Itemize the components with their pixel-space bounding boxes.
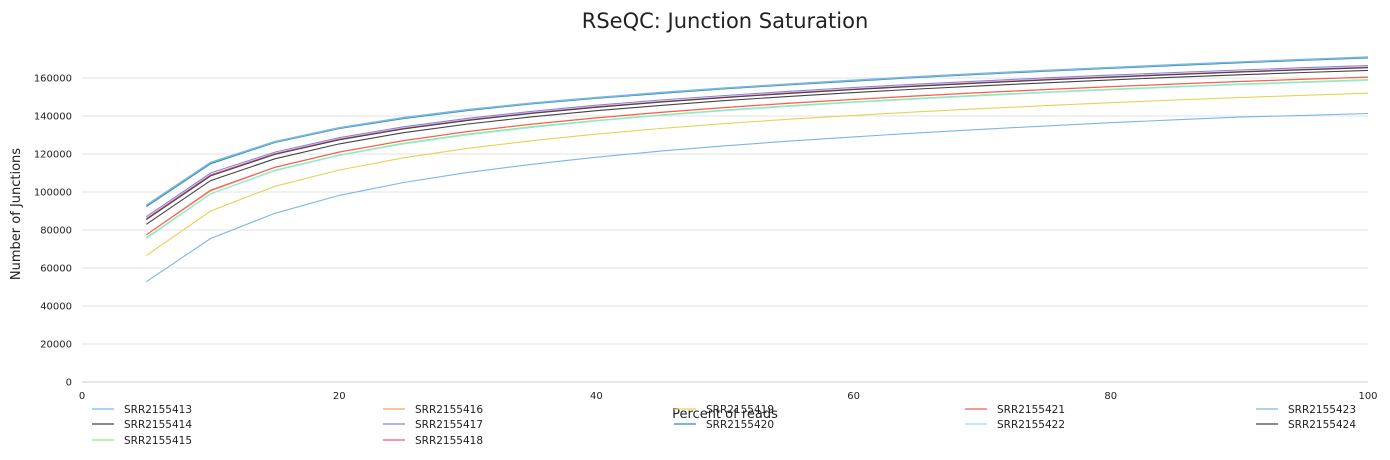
legend-label: SRR2155414 — [124, 419, 192, 431]
legend-item[interactable]: SRR2155420 — [674, 419, 774, 431]
y-tick-label: 20000 — [40, 340, 72, 351]
legend-item[interactable]: SRR2155415 — [92, 435, 192, 447]
legend-label: SRR2155424 — [1288, 419, 1356, 431]
series-line-SRR2155420 — [145, 56, 1369, 207]
x-axis-ticks: 0 20 40 60 80 100 — [79, 391, 1378, 402]
legend-label: SRR2155421 — [997, 404, 1065, 416]
legend-label: SRR2155417 — [415, 419, 483, 431]
series-line-SRR2155421 — [145, 76, 1369, 236]
y-tick-label: 100000 — [34, 188, 72, 199]
series-line-SRR2155418 — [145, 66, 1369, 220]
legend-item[interactable]: SRR2155414 — [92, 419, 192, 431]
legend-item[interactable]: SRR2155423 — [1256, 404, 1356, 416]
series-line-SRR2155413 — [145, 112, 1369, 283]
legend-label: SRR2155415 — [124, 435, 192, 447]
legend: SRR2155413 SRR2155414 SRR2155415 SRR2155416… — [92, 404, 1356, 447]
series-line-SRR2155424 — [145, 67, 1369, 221]
x-tick-label: 20 — [333, 391, 346, 402]
legend-item[interactable]: SRR2155421 — [965, 404, 1065, 416]
series-line-SRR2155414 — [145, 69, 1369, 225]
series-line-SRR2155422 — [145, 79, 1369, 239]
legend-label: SRR2155420 — [706, 419, 774, 431]
y-axis-label: Number of Junctions — [9, 148, 24, 280]
legend-item[interactable]: SRR2155418 — [383, 435, 483, 447]
legend-label: SRR2155413 — [124, 404, 192, 416]
legend-item[interactable]: SRR2155417 — [383, 419, 483, 431]
series-line-SRR2155415 — [145, 79, 1369, 239]
series-lines — [145, 56, 1369, 283]
y-tick-label: 80000 — [40, 226, 72, 237]
x-tick-label: 60 — [847, 391, 860, 402]
series-line-SRR2155423 — [145, 56, 1369, 206]
legend-label: SRR2155419 — [706, 404, 774, 416]
y-tick-label: 140000 — [34, 112, 72, 123]
x-tick-label: 0 — [79, 391, 85, 402]
legend-label: SRR2155418 — [415, 435, 483, 447]
legend-label: SRR2155423 — [1288, 404, 1356, 416]
x-tick-label: 100 — [1358, 391, 1377, 402]
series-line-SRR2155417 — [145, 65, 1369, 218]
series-line-SRR2155419 — [145, 92, 1369, 257]
legend-item[interactable]: SRR2155416 — [383, 404, 483, 416]
x-axis-label: Percent of reads — [672, 407, 778, 422]
legend-item[interactable]: SRR2155422 — [965, 419, 1065, 431]
x-tick-label: 80 — [1104, 391, 1117, 402]
chart-title: RSeQC: Junction Saturation — [582, 9, 869, 33]
y-axis-ticks: 0 20000 40000 60000 80000 100000 120000 140000 1… — [34, 74, 72, 389]
series-line-SRR2155416 — [145, 76, 1369, 236]
y-tick-label: 120000 — [34, 150, 72, 161]
y-tick-label: 0 — [66, 378, 72, 389]
x-tick-label: 40 — [590, 391, 603, 402]
y-tick-label: 60000 — [40, 264, 72, 275]
legend-item[interactable]: SRR2155413 — [92, 404, 192, 416]
legend-item[interactable]: SRR2155419 — [674, 404, 774, 416]
legend-label: SRR2155416 — [415, 404, 483, 416]
legend-item[interactable]: SRR2155424 — [1256, 419, 1356, 431]
legend-label: SRR2155422 — [997, 419, 1065, 431]
y-tick-label: 40000 — [40, 302, 72, 313]
y-tick-label: 160000 — [34, 74, 72, 85]
